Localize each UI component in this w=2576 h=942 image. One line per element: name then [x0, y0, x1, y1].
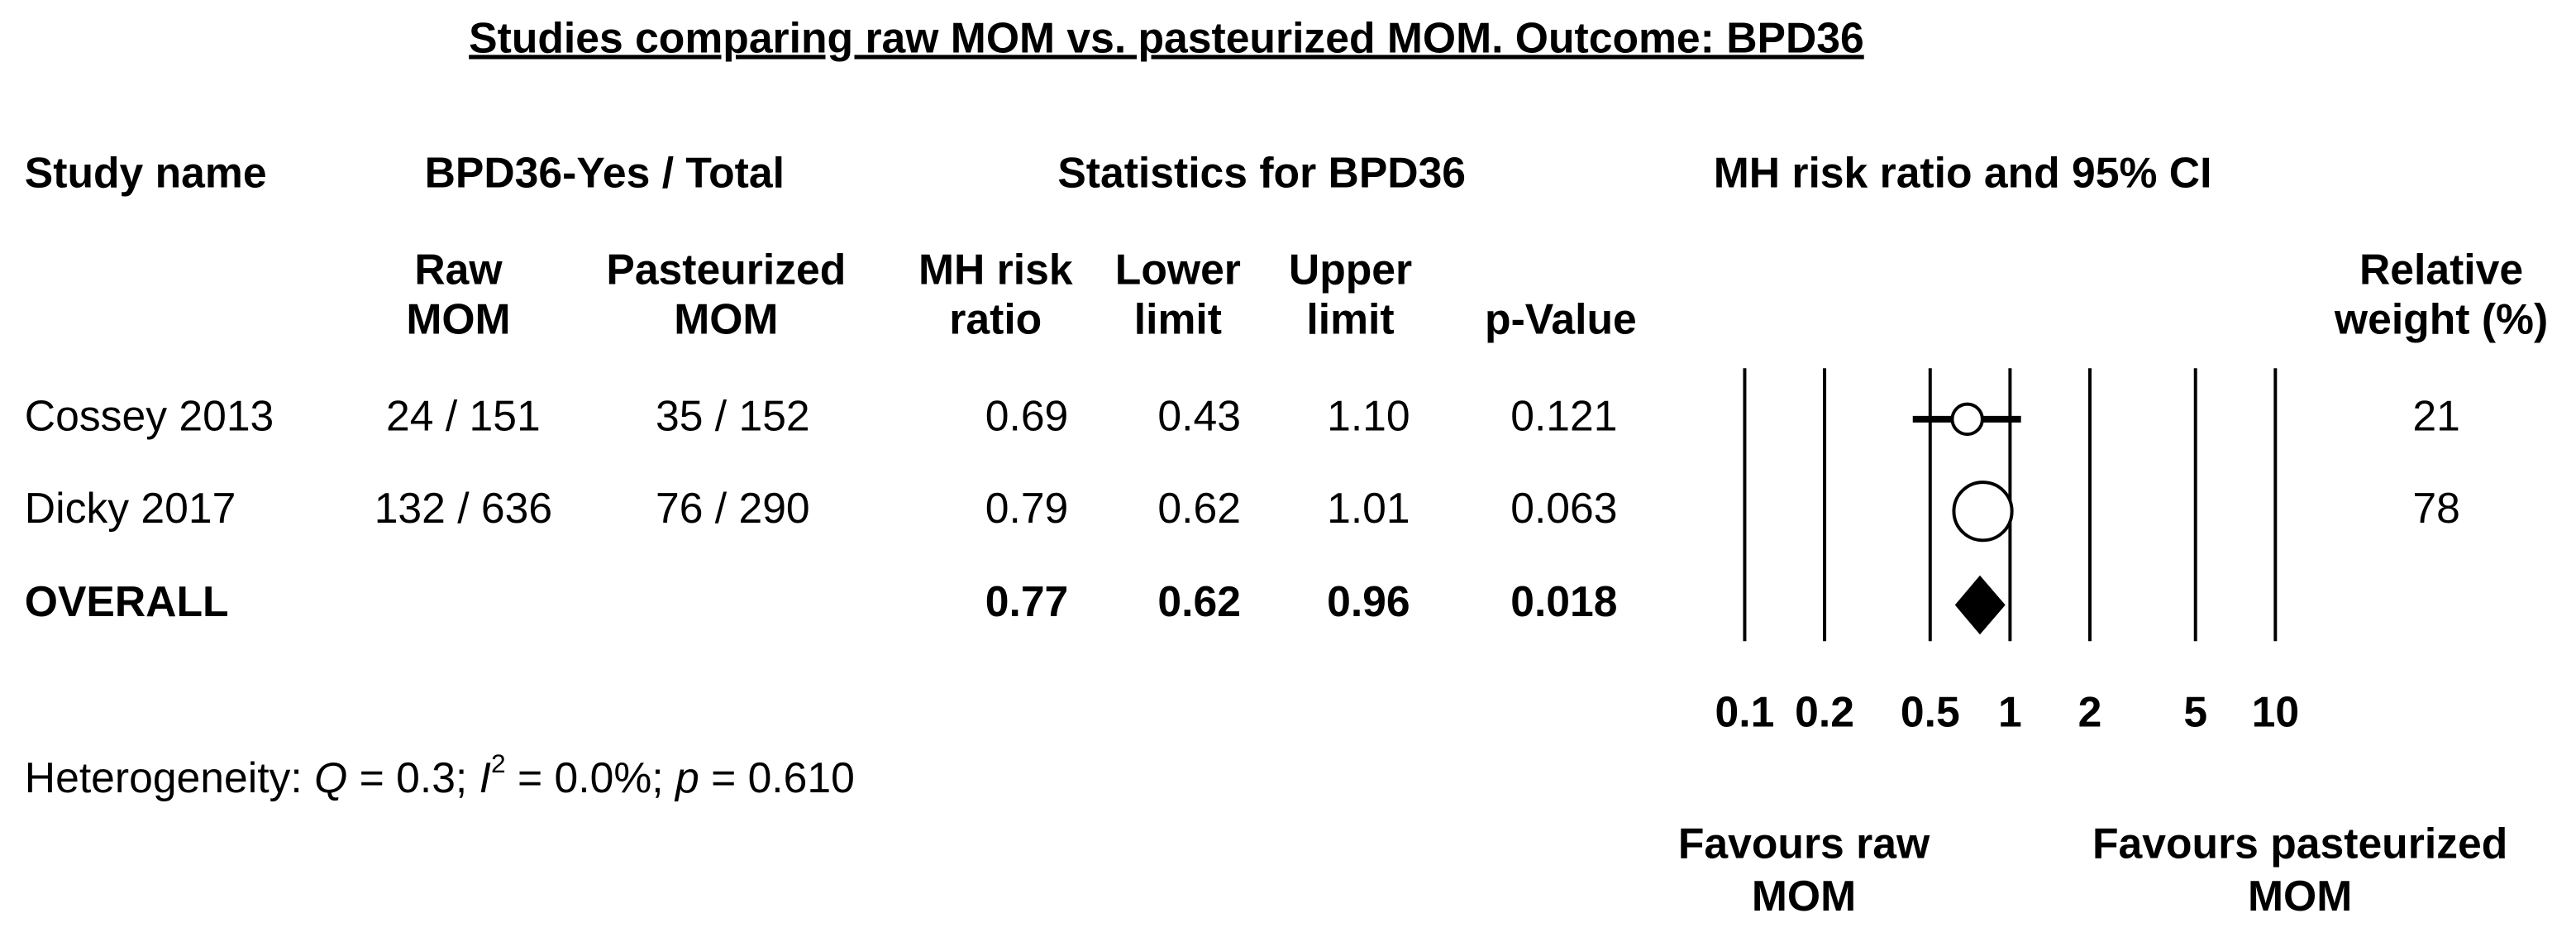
- column-header: Lower: [1115, 246, 1241, 294]
- heterogeneity-part: = 0.610: [699, 753, 855, 801]
- overall-diamond: [1954, 575, 2006, 635]
- favours-label: Favours pasteurized: [2092, 819, 2507, 867]
- stat-cell: 0.121: [1510, 392, 1617, 440]
- chart-title: Studies comparing raw MOM vs. pasteurize…: [469, 13, 1864, 61]
- point-estimate: [1952, 481, 2014, 543]
- stat-cell: 0.62: [1157, 484, 1241, 532]
- count-cell: 132 / 636: [374, 484, 552, 532]
- heterogeneity-part: = 0.0%;: [506, 753, 675, 801]
- x-tick-label: 0.2: [1795, 687, 1854, 735]
- x-tick-label: 10: [2252, 687, 2299, 735]
- heterogeneity-part: Q: [314, 753, 347, 801]
- favours-label: MOM: [1752, 872, 1856, 920]
- column-header: MH risk: [918, 246, 1073, 294]
- heterogeneity-part: 2: [491, 749, 506, 779]
- stat-cell: 0.018: [1510, 577, 1617, 625]
- column-header: Upper: [1289, 246, 1412, 294]
- stat-cell: 0.69: [985, 392, 1069, 440]
- stat-cell: 0.43: [1157, 392, 1241, 440]
- point-estimate: [1950, 402, 1984, 437]
- stat-cell: 0.77: [985, 577, 1069, 625]
- x-tick-label: 0.1: [1715, 687, 1775, 735]
- favours-label: Favours raw: [1678, 819, 1930, 867]
- study-name: Cossey 2013: [25, 392, 274, 440]
- heterogeneity: Heterogeneity: Q = 0.3; I2 = 0.0%; p = 0…: [25, 749, 855, 801]
- header-counts: BPD36-Yes / Total: [425, 148, 785, 196]
- column-header: limit: [1306, 294, 1394, 342]
- stat-cell: 1.01: [1327, 484, 1410, 532]
- count-cell: 35 / 152: [656, 392, 810, 440]
- column-header: p-Value: [1485, 294, 1637, 342]
- count-cell: 76 / 290: [656, 484, 810, 532]
- x-tick-label: 0.5: [1901, 687, 1960, 735]
- column-header: limit: [1134, 294, 1222, 342]
- stat-cell: 0.96: [1327, 577, 1410, 625]
- header-statistics: Statistics for BPD36: [1057, 148, 1466, 196]
- x-tick-label: 5: [2183, 687, 2207, 735]
- weight-cell: 21: [2412, 392, 2459, 440]
- x-tick-label: 2: [2078, 687, 2102, 735]
- weight-cell: 78: [2412, 484, 2459, 532]
- column-header: MOM: [406, 294, 510, 342]
- stat-cell: 0.063: [1510, 484, 1617, 532]
- heterogeneity-part: = 0.3;: [347, 753, 479, 801]
- column-header: Relative: [2359, 246, 2523, 294]
- favours-label: MOM: [2248, 872, 2352, 920]
- heterogeneity-part: Heterogeneity:: [25, 753, 314, 801]
- column-header: Raw: [414, 246, 503, 294]
- study-name: Dicky 2017: [25, 484, 236, 532]
- column-header: ratio: [949, 294, 1042, 342]
- column-header: Pasteurized: [606, 246, 846, 294]
- stat-cell: 0.79: [985, 484, 1069, 532]
- heterogeneity-part: p: [674, 753, 699, 801]
- header-study: Study name: [25, 148, 267, 196]
- stat-cell: 0.62: [1157, 577, 1241, 625]
- header-plot: MH risk ratio and 95% CI: [1714, 148, 2212, 196]
- study-name: OVERALL: [25, 577, 229, 625]
- count-cell: 24 / 151: [386, 392, 541, 440]
- stat-cell: 1.10: [1327, 392, 1410, 440]
- column-header: MOM: [674, 294, 778, 342]
- column-header: weight (%): [2334, 294, 2548, 342]
- x-tick-label: 1: [1998, 687, 2022, 735]
- heterogeneity-part: I: [479, 753, 491, 801]
